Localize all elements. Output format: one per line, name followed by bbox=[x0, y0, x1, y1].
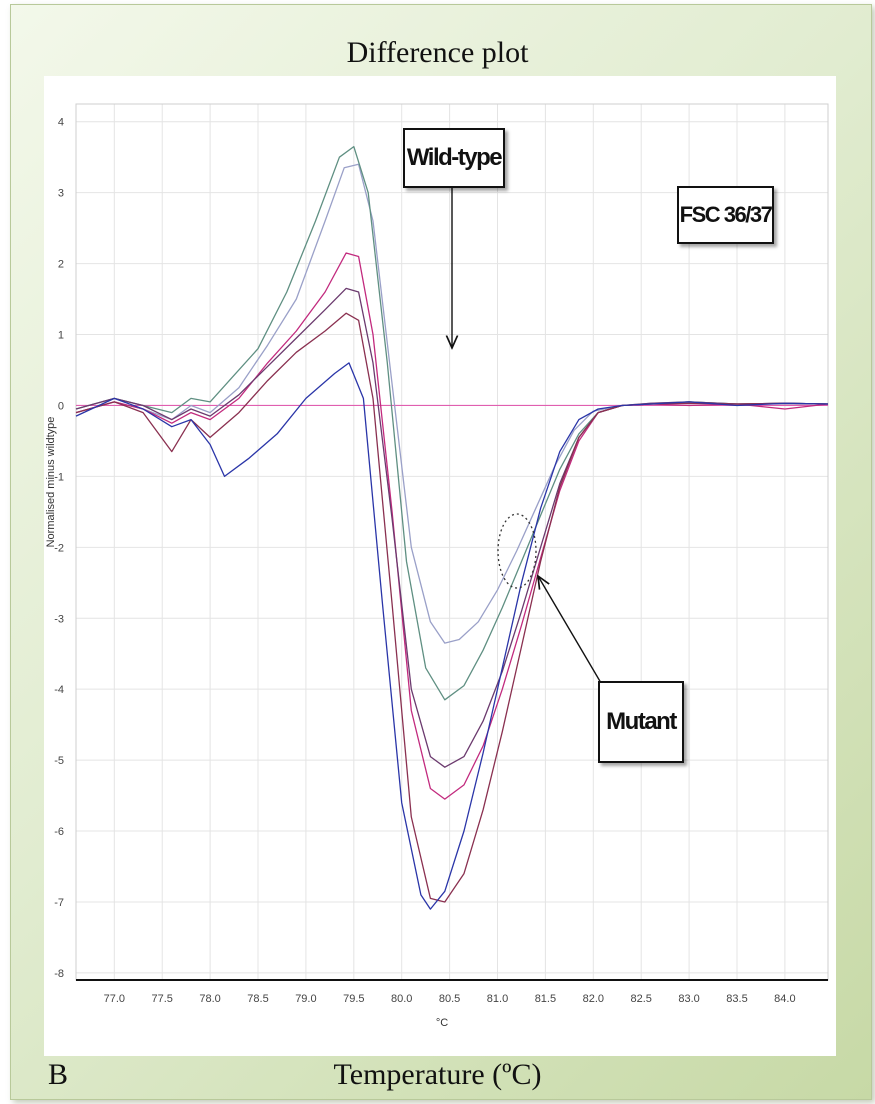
y-tick-label: -8 bbox=[54, 968, 64, 980]
y-tick-label: 4 bbox=[58, 117, 64, 129]
y-tick-label: -4 bbox=[54, 684, 64, 696]
temperature-axis-label: Temperature (ºC) bbox=[333, 1058, 542, 1091]
x-axis-unit-label: °C bbox=[436, 1017, 448, 1029]
x-tick-label: 81.5 bbox=[535, 993, 556, 1005]
x-tick-label: 82.5 bbox=[630, 993, 651, 1005]
y-tick-label: -3 bbox=[54, 613, 64, 625]
y-tick-label: 1 bbox=[58, 330, 64, 342]
x-tick-label: 84.0 bbox=[774, 993, 795, 1005]
y-tick-label: -2 bbox=[54, 542, 64, 554]
difference-plot-chart: 77.0 77.5 78.0 78.5 79.0 79.5 80.0 80.5 81.0 81.5… bbox=[45, 103, 829, 1029]
figure-title: Difference plot bbox=[346, 36, 529, 69]
y-axis-label: Normalised minus wildtype bbox=[45, 417, 57, 548]
x-tick-label: 83.5 bbox=[726, 993, 747, 1005]
x-tick-label: 80.0 bbox=[391, 993, 412, 1005]
y-tick-label: -1 bbox=[54, 471, 64, 483]
wild-type-annotation-box: Wild-type bbox=[403, 128, 505, 188]
series-line-6 bbox=[75, 362, 829, 910]
panel-letter: B bbox=[48, 1058, 69, 1091]
x-tick-label: 79.5 bbox=[343, 993, 364, 1005]
y-tick-label: 2 bbox=[58, 259, 64, 271]
x-tick-label: 82.0 bbox=[583, 993, 604, 1005]
x-tick-label: 78.5 bbox=[247, 993, 268, 1005]
x-tick-label: 81.0 bbox=[487, 993, 508, 1005]
y-tick-label: 0 bbox=[58, 400, 64, 412]
y-tick-label: -7 bbox=[54, 897, 64, 909]
y-tick-label: -5 bbox=[54, 755, 64, 767]
x-tick-label: 78.0 bbox=[199, 993, 220, 1005]
x-tick-label: 77.5 bbox=[152, 993, 173, 1005]
fsc-annotation-box: FSC 36/37 bbox=[677, 186, 774, 244]
y-tick-label: 3 bbox=[58, 188, 64, 200]
x-tick-label: 79.0 bbox=[295, 993, 316, 1005]
x-tick-label: 77.0 bbox=[104, 993, 125, 1005]
series-line-5 bbox=[75, 312, 829, 903]
mutant-annotation-box: Mutant bbox=[598, 681, 684, 763]
series-line-4 bbox=[75, 287, 829, 768]
x-tick-label: 80.5 bbox=[439, 993, 460, 1005]
y-tick-label: -6 bbox=[54, 826, 64, 838]
melting-region-circle bbox=[497, 513, 537, 589]
x-tick-label: 83.0 bbox=[678, 993, 699, 1005]
